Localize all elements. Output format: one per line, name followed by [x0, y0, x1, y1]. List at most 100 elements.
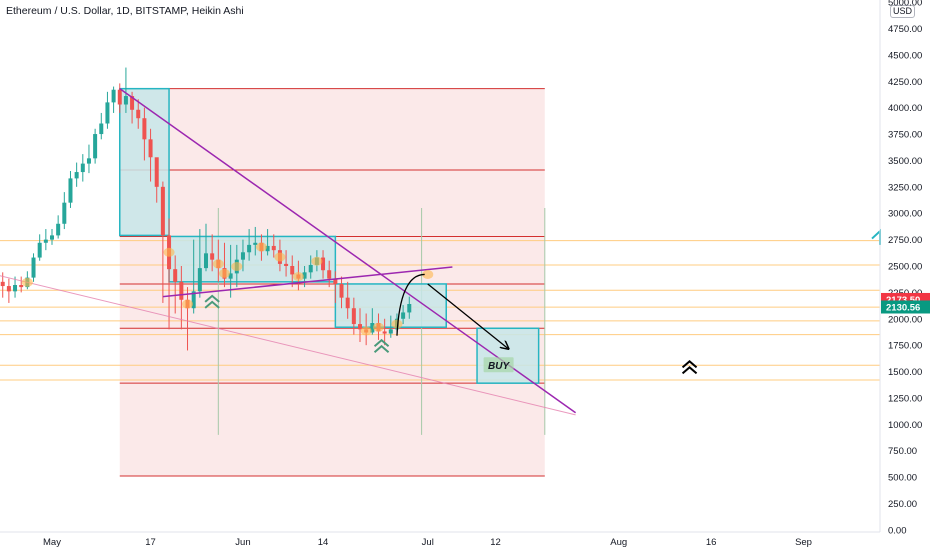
price-badge-text: 2173.50 — [886, 295, 920, 306]
candle-50 — [308, 255, 313, 279]
candle-body — [99, 123, 104, 135]
highlight-marker-10 — [360, 326, 372, 336]
x-tick-label: 14 — [318, 537, 329, 548]
highlight-marker-7 — [274, 252, 286, 262]
candle-body — [86, 158, 91, 164]
x-tick-label: 16 — [706, 537, 717, 548]
candle-body — [253, 242, 258, 245]
y-tick-label: 3750.00 — [888, 130, 922, 141]
candle-43 — [265, 229, 270, 256]
candle-49 — [302, 266, 307, 288]
y-tick-label: 1000.00 — [888, 420, 922, 431]
candle-body — [345, 297, 350, 309]
candle-body — [204, 253, 208, 269]
y-tick-label: 0.00 — [888, 525, 907, 536]
y-tick-label: 2500.00 — [888, 262, 922, 273]
candle-body — [228, 273, 233, 279]
candle-body — [308, 264, 313, 273]
candle-body — [6, 286, 11, 292]
candle-body — [290, 266, 295, 275]
candle-body — [37, 242, 42, 258]
candle-26 — [160, 181, 165, 303]
highlight-marker-13 — [422, 269, 434, 279]
candle-52 — [321, 250, 326, 279]
candle-28 — [173, 255, 178, 314]
highlight-marker-5 — [231, 262, 243, 272]
y-tick-label: 4750.00 — [888, 24, 922, 35]
candle-body — [210, 253, 215, 260]
candle-13 — [80, 154, 85, 182]
candle-9 — [56, 215, 61, 239]
currency-selector[interactable]: USD — [890, 5, 916, 18]
trend-line-2 — [0, 275, 576, 416]
y-tick-label: 1500.00 — [888, 367, 922, 378]
candle-22 — [136, 99, 141, 129]
candle-5 — [31, 253, 36, 282]
candle-body — [351, 308, 356, 325]
candle-body — [31, 257, 36, 278]
candle-23 — [142, 107, 147, 161]
buy-label-text: BUY — [488, 361, 510, 372]
candle-body — [407, 304, 412, 313]
x-tick-label: Jun — [235, 537, 250, 548]
highlight-marker-12 — [391, 319, 403, 329]
candle-63 — [388, 315, 393, 338]
candle-body — [142, 118, 147, 140]
buy-label: BUY — [483, 357, 514, 373]
candle-53 — [327, 260, 332, 288]
candle-body — [173, 269, 178, 282]
y-tick-label: 3500.00 — [888, 156, 922, 167]
candle-body — [117, 89, 122, 105]
y-tick-label: 1250.00 — [888, 393, 922, 404]
candle-body — [93, 134, 98, 159]
trend-line-1 — [162, 266, 453, 298]
candle-body — [191, 291, 196, 309]
highlight-marker-8 — [292, 272, 304, 282]
candle-17 — [105, 91, 110, 129]
candle-body — [401, 312, 406, 319]
candle-body — [136, 109, 141, 119]
y-tick-label: 2750.00 — [888, 235, 922, 246]
highlight-marker-4 — [218, 268, 230, 278]
candle-body — [130, 96, 135, 110]
candle-14 — [86, 144, 91, 174]
candle-24 — [148, 128, 153, 182]
candle-37 — [228, 244, 233, 298]
y-tick-label: 500.00 — [888, 473, 917, 484]
candle-body — [74, 172, 79, 179]
candle-29 — [179, 266, 184, 330]
candle-41 — [253, 226, 258, 256]
candle-body — [0, 281, 5, 287]
candle-32 — [197, 229, 202, 298]
candle-58 — [358, 308, 362, 342]
candle-16 — [99, 112, 104, 140]
x-tick-label: 17 — [145, 537, 156, 548]
x-tick-label: Jul — [422, 537, 434, 548]
candle-body — [160, 186, 165, 236]
range-box-3 — [476, 327, 540, 384]
price-badge-text: 2130.56 — [886, 302, 920, 313]
candle-46 — [284, 250, 289, 277]
candle-44 — [271, 234, 276, 258]
candle-6 — [37, 234, 42, 261]
candle-body — [388, 329, 393, 334]
candle-19 — [117, 83, 122, 113]
y-tick-label: 4000.00 — [888, 103, 922, 114]
candle-8 — [50, 229, 54, 245]
y-tick-label: 4250.00 — [888, 77, 922, 88]
candle-15 — [93, 128, 98, 164]
highlight-marker-2 — [182, 299, 194, 309]
x-tick-label: Aug — [610, 537, 627, 548]
x-tick-label: Sep — [795, 537, 812, 548]
candle-20 — [123, 67, 128, 113]
y-tick-label: 5000.00 — [888, 0, 922, 9]
x-tick-label: May — [43, 537, 61, 548]
candle-body — [358, 324, 362, 330]
candle-body — [50, 235, 54, 240]
candle-10 — [62, 192, 67, 230]
candle-body — [265, 245, 270, 252]
candle-39 — [240, 239, 245, 272]
candle-body — [80, 163, 85, 173]
double-chevron-icon-1 — [373, 338, 390, 353]
